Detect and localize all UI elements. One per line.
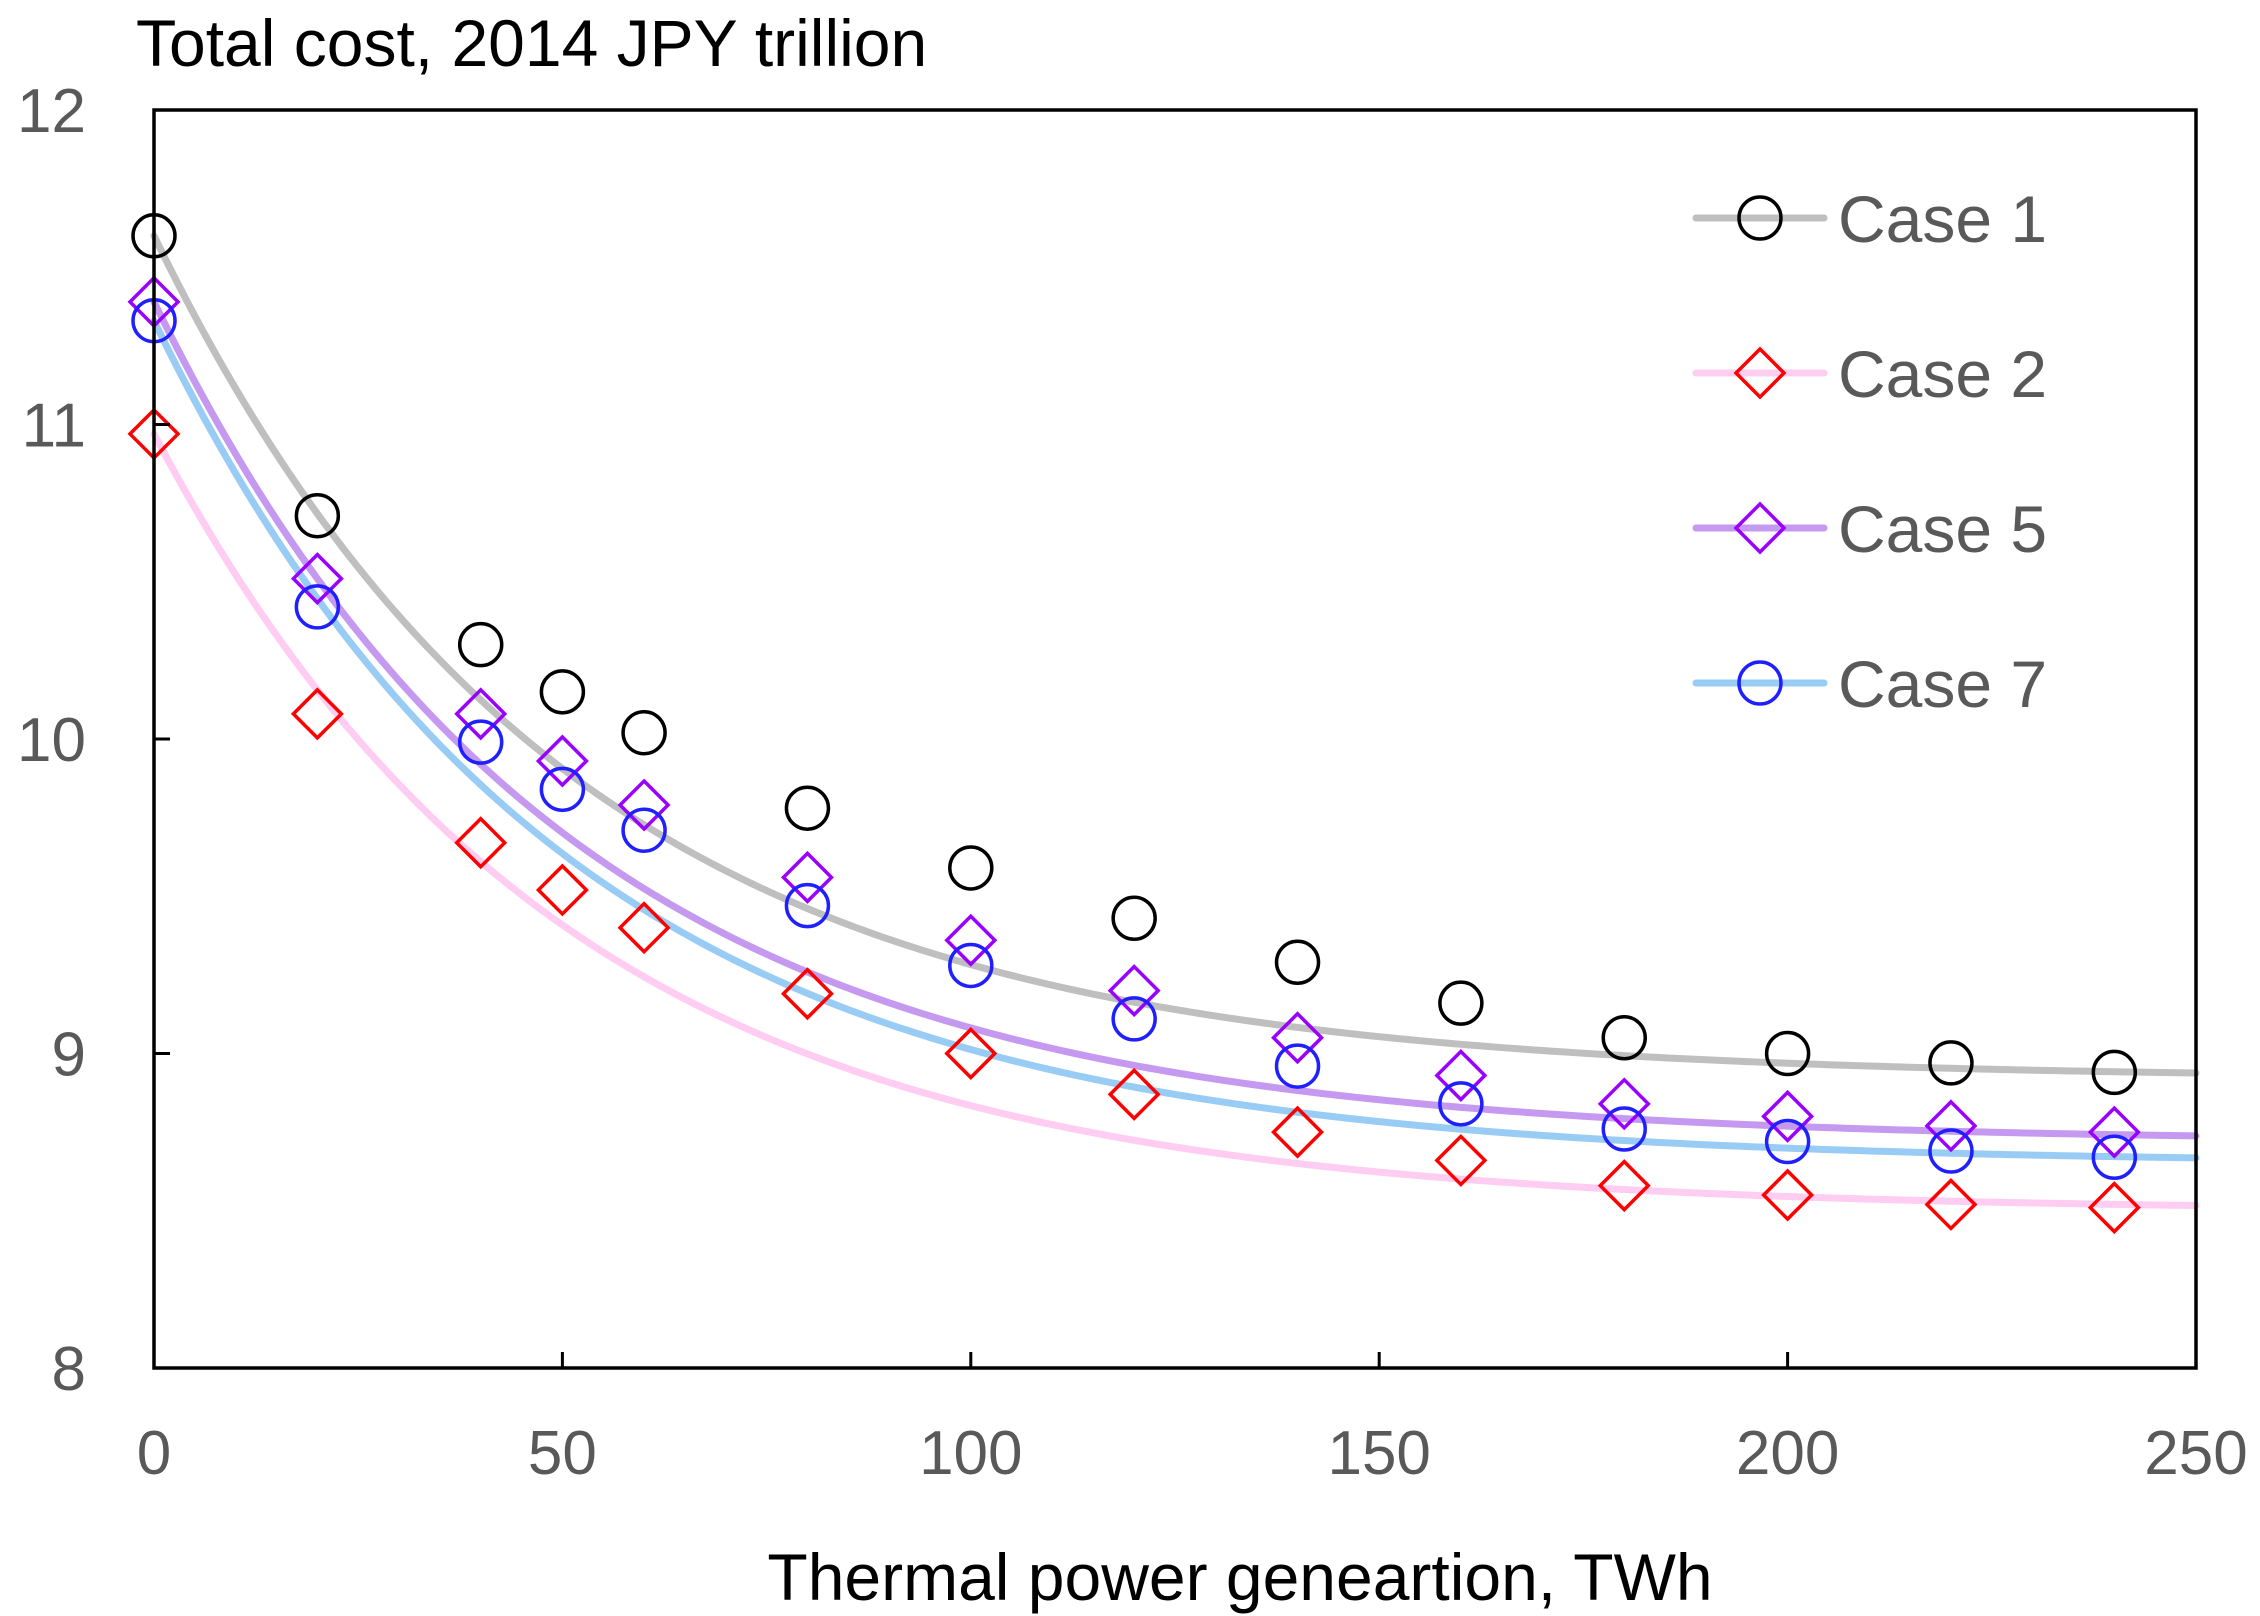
- data-point-case-5: [1434, 1049, 1488, 1102]
- x-tick-label: 100: [919, 1419, 1022, 1488]
- legend-label-case-5: Case 5: [1838, 492, 2047, 566]
- data-point-case-5: [454, 687, 508, 741]
- data-point-case-2: [1597, 1159, 1651, 1213]
- tick-labels: 0 50 100 150 200 250 8 9 10 11 12: [17, 77, 2248, 1488]
- data-point-case-2: [2087, 1181, 2141, 1235]
- legend-label-case-1: Case 1: [1838, 182, 2047, 256]
- data-point-case-1: [948, 845, 994, 891]
- y-tick-label: 9: [52, 1021, 86, 1090]
- legend-item-case-7: Case 7: [1692, 647, 2047, 721]
- data-point-case-1: [1438, 980, 1484, 1026]
- y-tick-label: 12: [17, 77, 86, 146]
- data-point-case-7: [294, 584, 341, 630]
- data-point-case-1: [621, 709, 667, 756]
- x-tick-label: 150: [1327, 1419, 1430, 1488]
- data-point-case-5: [535, 734, 589, 788]
- legend-item-case-1: Case 1: [1692, 182, 2047, 256]
- data-point-case-7: [1601, 1106, 1647, 1152]
- data-point-case-2: [617, 901, 671, 955]
- x-tick-label: 250: [2144, 1419, 2247, 1488]
- data-point-case-1: [1601, 1015, 1647, 1061]
- chart-title: Total cost, 2014 JPY trillion: [136, 6, 927, 80]
- data-point-case-5: [290, 552, 344, 606]
- fit-line-case-2: [150, 430, 2200, 1210]
- data-point-case-7: [539, 766, 586, 813]
- data-point-case-1: [539, 669, 586, 715]
- legend-label-case-7: Case 7: [1838, 647, 2047, 721]
- y-tick-label: 8: [52, 1335, 86, 1404]
- data-point-case-2: [1434, 1133, 1488, 1187]
- data-point-case-7: [1928, 1128, 1974, 1174]
- data-point-case-7: [948, 942, 994, 989]
- legend-marker-case-7: [1737, 660, 1783, 706]
- axis-ticks: [152, 108, 2198, 1370]
- data-point-case-7: [1274, 1043, 1321, 1089]
- data-point-case-1: [457, 621, 504, 668]
- data-point-case-1: [1274, 939, 1321, 986]
- data-point-case-5: [1107, 964, 1161, 1018]
- data-point-case-1: [1764, 1030, 1811, 1077]
- data-point-case-5: [1924, 1099, 1978, 1153]
- legend-item-case-5: Case 5: [1692, 492, 2047, 566]
- data-point-case-7: [457, 719, 504, 765]
- x-tick-label: 200: [1736, 1419, 1839, 1488]
- data-point-case-5: [1271, 1011, 1324, 1065]
- legend-item-case-2: Case 2: [1692, 337, 2047, 411]
- legend-marker-case-1: [1737, 195, 1783, 241]
- y-tick-label: 10: [17, 706, 86, 775]
- data-point-case-7: [1764, 1118, 1811, 1165]
- fit-line-case-1: [150, 232, 2200, 1077]
- data-point-case-5: [944, 913, 998, 967]
- legend-marker-case-2: [1733, 346, 1787, 400]
- data-point-case-2: [780, 967, 834, 1021]
- data-point-case-1: [1928, 1040, 1974, 1086]
- data-point-case-1: [1111, 895, 1157, 942]
- data-point-case-2: [944, 1027, 998, 1080]
- y-tick-label: 11: [22, 392, 86, 461]
- data-point-case-2: [290, 687, 344, 741]
- legend-marker-case-5: [1733, 501, 1787, 555]
- data-point-case-2: [1761, 1168, 1815, 1222]
- data-point-case-7: [2091, 1134, 2138, 1181]
- data-point-case-2: [454, 816, 508, 870]
- x-tick-label: 0: [137, 1419, 171, 1488]
- x-tick-label: 50: [528, 1419, 597, 1488]
- legend: Case 1 Case 2 Case 5 Case 7: [1692, 182, 2047, 721]
- data-point-case-5: [2087, 1105, 2141, 1159]
- data-point-case-7: [1111, 996, 1157, 1042]
- data-point-case-5: [1761, 1089, 1815, 1143]
- fit-line-case-7: [150, 317, 2200, 1162]
- data-point-case-5: [617, 778, 671, 832]
- data-point-case-1: [2091, 1049, 2138, 1096]
- data-point-case-2: [535, 863, 589, 917]
- data-point-case-5: [1597, 1077, 1651, 1131]
- data-point-case-5: [780, 850, 834, 904]
- data-point-case-1: [294, 492, 341, 539]
- data-point-case-2: [1107, 1067, 1161, 1121]
- fit-line-case-5: [150, 298, 2200, 1140]
- data-point-case-7: [621, 807, 667, 853]
- data-point-case-7: [1438, 1081, 1484, 1127]
- data-point-case-2: [1924, 1177, 1978, 1231]
- fit-lines: [150, 232, 2200, 1210]
- legend-label-case-2: Case 2: [1838, 337, 2047, 411]
- data-point-case-7: [784, 882, 831, 929]
- data-point-case-2: [1271, 1105, 1324, 1159]
- data-point-case-1: [784, 785, 831, 831]
- x-axis-title: Thermal power geneartion, TWh: [767, 1540, 1712, 1614]
